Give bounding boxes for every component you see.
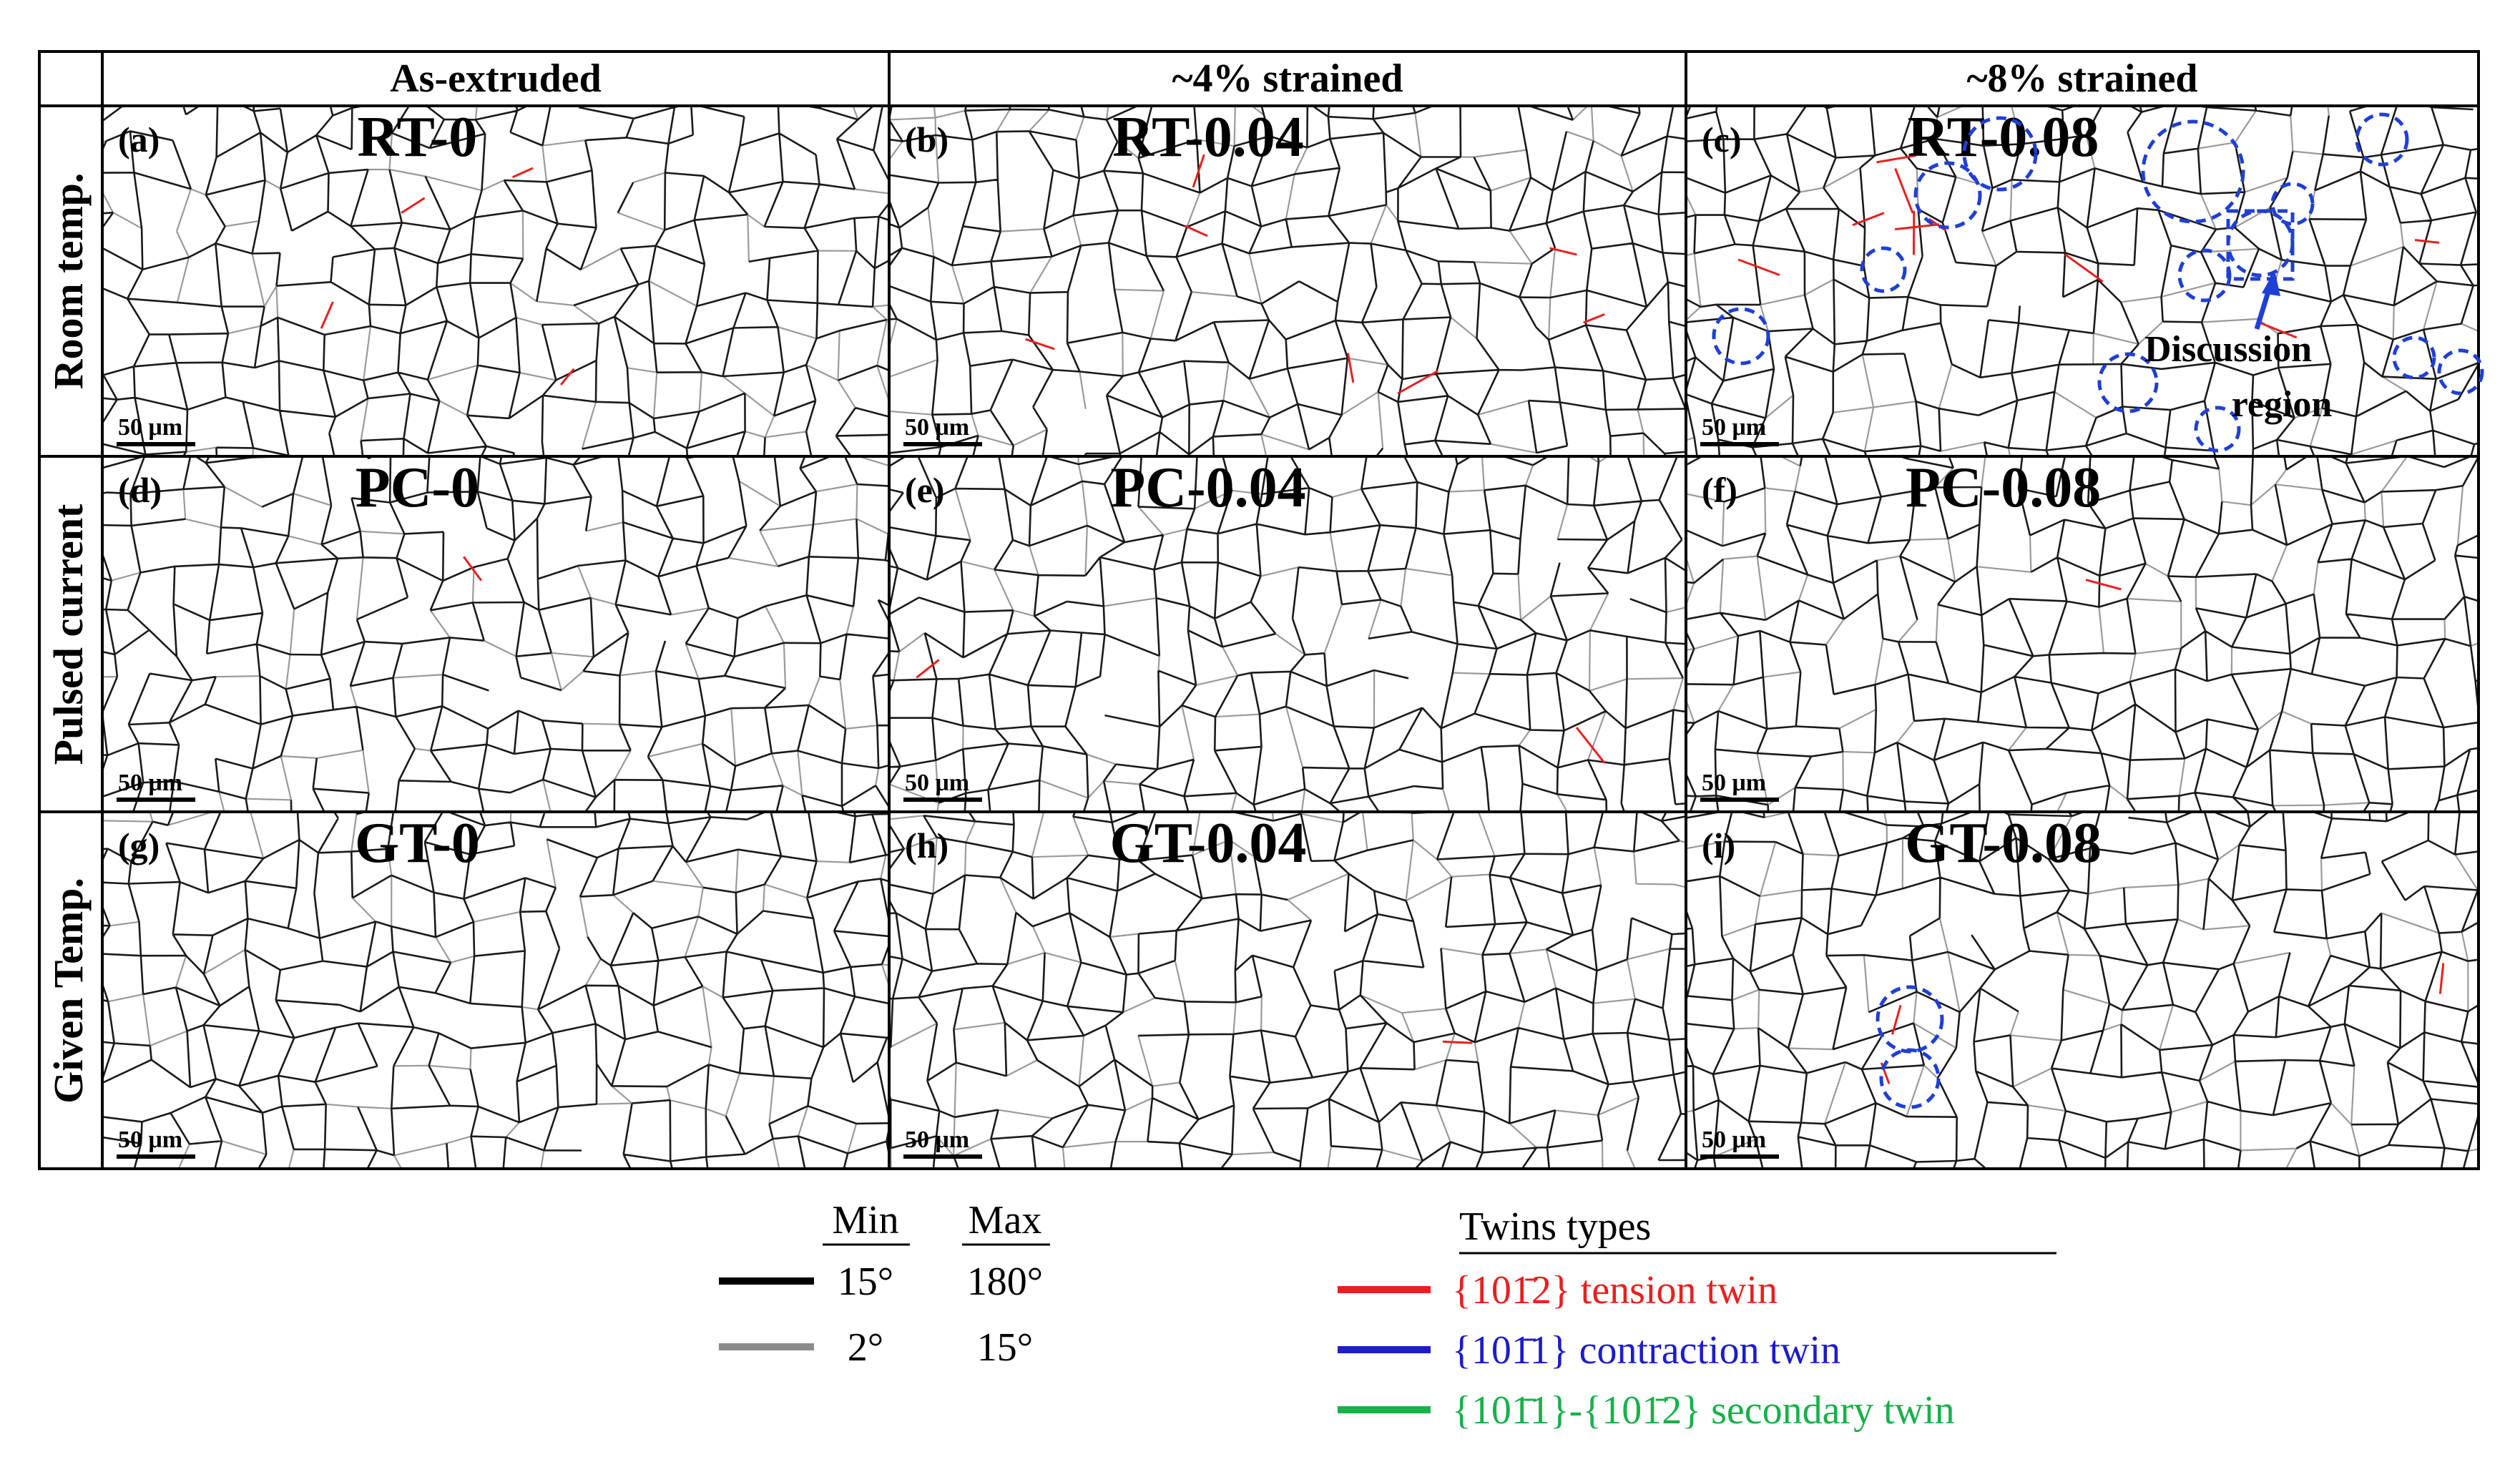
scale-label-g: 50 μm bbox=[118, 1127, 182, 1153]
scale-label-e: 50 μm bbox=[905, 770, 969, 796]
panel-label-b: (b) bbox=[905, 119, 948, 160]
twin-highlight-circle bbox=[2392, 335, 2436, 380]
annotation-line1: Discussion bbox=[2144, 329, 2312, 370]
grain-map-i bbox=[1687, 813, 2477, 1167]
legend-min-header: Min bbox=[832, 1198, 898, 1242]
discussion-region-box bbox=[2226, 209, 2295, 281]
twin-highlight-circle bbox=[1879, 1048, 1941, 1109]
panel-title-b: RT-0.04 bbox=[1112, 106, 1304, 169]
panel-c: (c) RT-0.08 50 μm bbox=[1687, 106, 2477, 455]
panel-d: (d) PC-0 50 μm bbox=[104, 456, 888, 810]
twin-highlight-circle bbox=[1860, 246, 1907, 293]
twin-highlight-circle bbox=[2097, 352, 2159, 413]
panel-title-c: RT-0.08 bbox=[1908, 106, 2099, 169]
scale-label-b: 50 μm bbox=[905, 414, 969, 441]
row-label-pulsed-current: Pulsed current bbox=[45, 504, 92, 765]
twins-legend: Twins types {101̄2} tension twin {101̄1}… bbox=[1338, 1205, 2056, 1433]
column-header-4pct: ~4% strained bbox=[1172, 57, 1403, 101]
grain-map-c bbox=[1687, 107, 2477, 455]
panel-f: (f) PC-0.08 50 μm bbox=[1687, 456, 2477, 810]
panel-h: (h) GT-0.04 50 μm bbox=[891, 812, 1685, 1167]
twin-highlight-circle bbox=[2355, 112, 2409, 167]
grain-map-f bbox=[1687, 458, 2477, 810]
twin-highlight-circle bbox=[2194, 406, 2241, 453]
grain-map-a bbox=[104, 107, 888, 455]
twin-highlight-circle bbox=[2437, 348, 2484, 396]
grain-map-e bbox=[891, 458, 1685, 810]
grain-map-b bbox=[891, 107, 1685, 455]
panel-title-i: GT-0.08 bbox=[1905, 812, 2102, 875]
panel-title-g: GT-0 bbox=[355, 812, 480, 875]
panel-title-f: PC-0.08 bbox=[1906, 456, 2101, 519]
panel-title-a: RT-0 bbox=[358, 106, 478, 169]
scale-label-d: 50 μm bbox=[118, 770, 182, 796]
grid-frame bbox=[38, 50, 2480, 1170]
twin-label-contraction: {101̄1} contraction twin bbox=[1452, 1328, 1840, 1373]
panel-title-h: GT-0.04 bbox=[1110, 812, 1307, 875]
panel-a: (a) RT-0 50 μm bbox=[104, 106, 888, 455]
annotation-line2: region bbox=[2232, 384, 2333, 425]
panel-label-e: (e) bbox=[905, 470, 945, 510]
legend-max-header: Max bbox=[969, 1198, 1042, 1242]
arrow-head-icon bbox=[2262, 270, 2280, 296]
grain-map-d bbox=[104, 458, 888, 810]
scale-label-a: 50 μm bbox=[118, 414, 182, 441]
discussion-annotation: Discussion region bbox=[2144, 270, 2332, 425]
legend-min-1: 15° bbox=[838, 1260, 893, 1304]
panel-label-f: (f) bbox=[1702, 470, 1737, 510]
panel-label-h: (h) bbox=[905, 825, 948, 865]
misorientation-legend: Min Max 15° 180° 2° 15° bbox=[719, 1198, 1050, 1370]
twin-label-tension: {101̄2} tension twin bbox=[1452, 1268, 1778, 1313]
legend-max-2: 15° bbox=[977, 1325, 1033, 1370]
row-label-room-temp: Room temp. bbox=[45, 173, 92, 390]
twin-highlight-circle bbox=[2270, 182, 2315, 226]
scale-label-f: 50 μm bbox=[1702, 770, 1766, 796]
twins-header: Twins types bbox=[1459, 1205, 1651, 1249]
panel-title-d: PC-0 bbox=[356, 456, 479, 519]
scale-label-c: 50 μm bbox=[1702, 414, 1766, 441]
twin-highlight-circle bbox=[1712, 307, 1770, 366]
panel-title-e: PC-0.04 bbox=[1110, 456, 1305, 519]
panel-label-d: (d) bbox=[118, 470, 162, 510]
panel-label-g: (g) bbox=[118, 825, 160, 865]
panel-label-a: (a) bbox=[118, 119, 160, 160]
twin-highlight-circle bbox=[1962, 116, 2038, 192]
row-label-given-temp: Given Temp. bbox=[45, 878, 92, 1104]
column-header-as-extruded: As-extruded bbox=[390, 57, 602, 101]
panel-e: (e) PC-0.04 50 μm bbox=[891, 456, 1685, 810]
panel-i: (i) GT-0.08 50 μm bbox=[1687, 812, 2477, 1167]
panel-b: (b) RT-0.04 50 μm bbox=[891, 106, 1685, 455]
twin-label-secondary: {101̄1}-{101̄2} secondary twin bbox=[1452, 1388, 1955, 1433]
legend-max-1: 180° bbox=[967, 1260, 1043, 1304]
panel-label-c: (c) bbox=[1702, 119, 1742, 160]
panel-g: (g) GT-0 50 μm bbox=[104, 812, 888, 1167]
scale-label-i: 50 μm bbox=[1702, 1127, 1766, 1153]
twin-highlight-circle bbox=[1913, 161, 1982, 230]
legend-min-2: 2° bbox=[848, 1325, 883, 1370]
panels: (a) RT-0 50 μm (b) RT-0.04 50 μm (c) RT-0.08 50 … bbox=[104, 106, 2484, 1167]
grain-map-g bbox=[104, 813, 888, 1167]
panel-label-i: (i) bbox=[1702, 825, 1735, 865]
grain-map-h bbox=[891, 813, 1685, 1167]
scale-label-h: 50 μm bbox=[905, 1127, 969, 1153]
twin-highlight-circle bbox=[2141, 119, 2245, 224]
column-header-8pct: ~8% strained bbox=[1966, 57, 2197, 101]
